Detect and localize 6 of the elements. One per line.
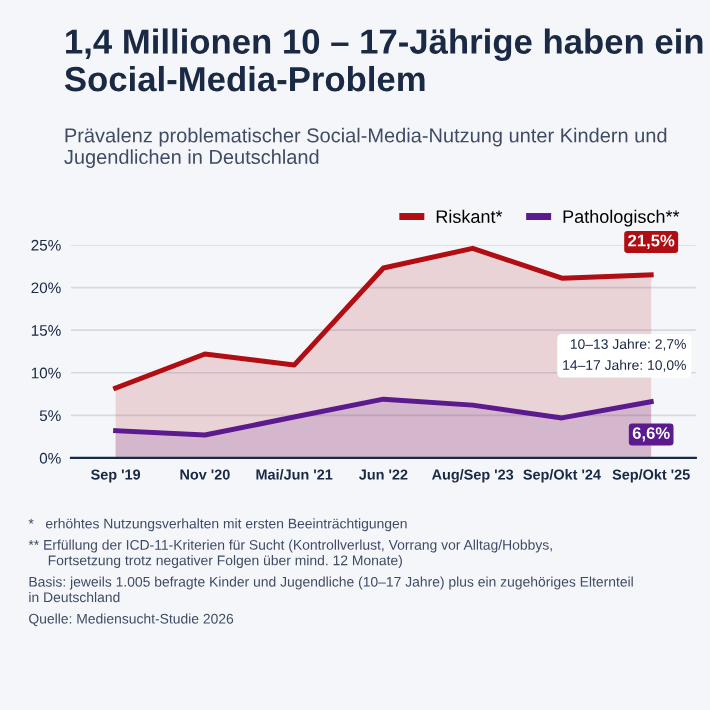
chart-title: 1,4 Millionen 10 – 17-Jährige haben ein Social-Media-Problem (64, 28, 703, 92)
legend-label: Riskant* (436, 209, 503, 223)
chart-subtitle: Prävalenz problematischer Social-Media-Nutzung unter Kindern und Jugendlichen in Deutschland (64, 127, 667, 168)
data-label: 6,6% (632, 427, 670, 442)
data-label: 21,5% (628, 234, 675, 249)
legend-label: Pathologisch** (563, 209, 680, 227)
